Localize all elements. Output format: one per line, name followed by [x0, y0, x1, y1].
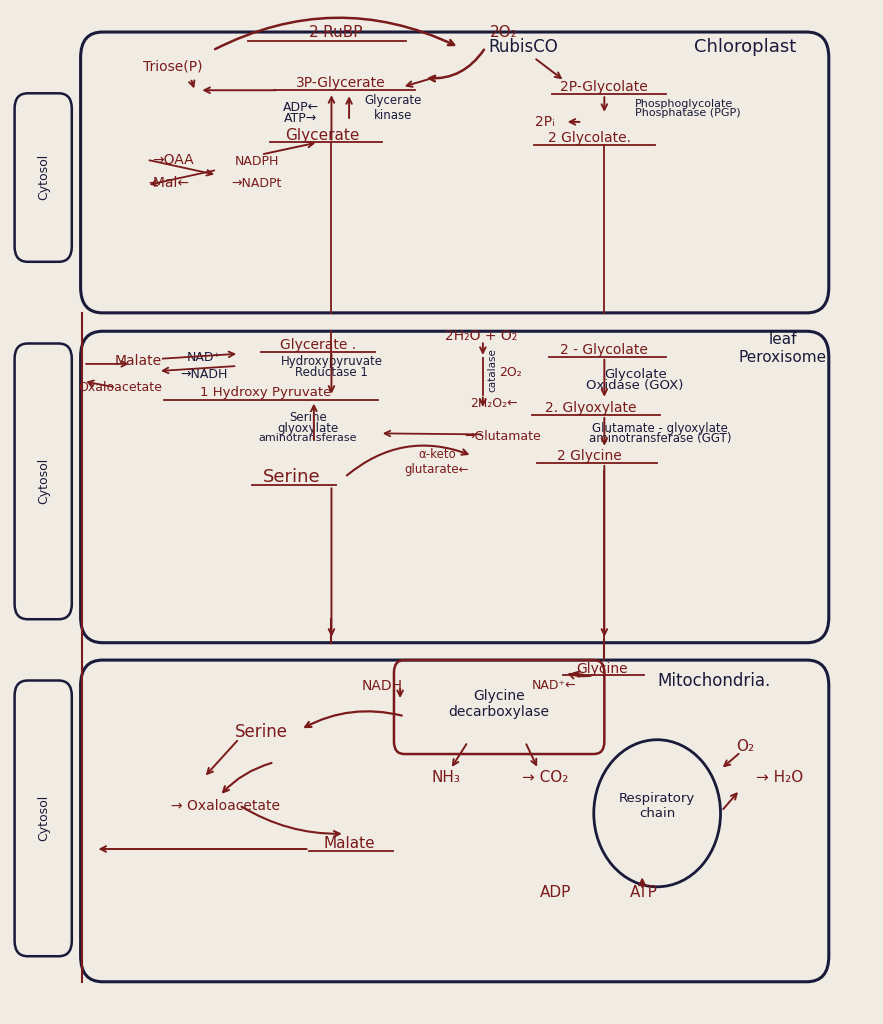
Text: 1 Hydroxy Pyruvate: 1 Hydroxy Pyruvate	[200, 386, 331, 399]
Text: 2-RuBP: 2-RuBP	[309, 25, 363, 40]
Text: ADP: ADP	[540, 886, 571, 900]
Text: Glycerate .: Glycerate .	[280, 338, 357, 351]
Text: Cytosol: Cytosol	[37, 796, 50, 842]
Text: 2H₂O₂←: 2H₂O₂←	[471, 397, 518, 411]
Text: Respiratory
chain: Respiratory chain	[619, 793, 695, 820]
Text: NADPH: NADPH	[235, 156, 279, 168]
Text: →OAA: →OAA	[152, 153, 194, 167]
Text: Oxaloacetate: Oxaloacetate	[79, 381, 162, 394]
Text: Phosphoglycolate: Phosphoglycolate	[635, 98, 734, 109]
Text: Glutamate - glyoxylate: Glutamate - glyoxylate	[592, 422, 728, 435]
Text: NAD⁺: NAD⁺	[187, 351, 221, 365]
Text: ADP←: ADP←	[283, 101, 319, 114]
Text: glyoxylate: glyoxylate	[277, 422, 338, 435]
Text: α-keto
glutarate←: α-keto glutarate←	[404, 447, 470, 476]
Text: Serine: Serine	[289, 411, 327, 424]
Text: Glycine: Glycine	[576, 663, 628, 676]
Text: → CO₂: → CO₂	[522, 770, 569, 785]
Text: → Oxaloacetate: → Oxaloacetate	[171, 799, 280, 813]
Text: NAD⁺←: NAD⁺←	[532, 679, 577, 692]
Text: ATP→: ATP→	[284, 113, 317, 125]
Text: NADH: NADH	[361, 679, 402, 692]
Text: NH₃: NH₃	[432, 770, 460, 785]
Text: ATP: ATP	[630, 886, 658, 900]
Text: →NADH: →NADH	[180, 368, 228, 381]
Text: Glycerate
kinase: Glycerate kinase	[365, 93, 422, 122]
Text: 2H₂O + O₂: 2H₂O + O₂	[445, 330, 517, 343]
Text: 2P-Glycolate: 2P-Glycolate	[561, 80, 648, 94]
Text: Oxidase (GOX): Oxidase (GOX)	[586, 379, 683, 392]
Text: RubisCO: RubisCO	[488, 38, 558, 56]
Text: 2. Glyoxylate: 2. Glyoxylate	[546, 400, 637, 415]
Text: catalase: catalase	[487, 348, 497, 392]
Text: Malate: Malate	[114, 354, 162, 368]
Text: 2 - Glycolate: 2 - Glycolate	[561, 343, 648, 356]
Text: Reductase 1: Reductase 1	[295, 366, 368, 379]
Text: Glycine
decarboxylase: Glycine decarboxylase	[449, 689, 549, 719]
Text: -Mal←: -Mal←	[148, 176, 189, 190]
Text: Serine: Serine	[235, 723, 288, 740]
Text: Cytosol: Cytosol	[37, 458, 50, 505]
Text: Glycerate: Glycerate	[285, 128, 360, 142]
Text: Serine: Serine	[263, 468, 321, 486]
Text: aminotransferase (GGT): aminotransferase (GGT)	[589, 432, 731, 445]
Text: Glycolate: Glycolate	[604, 368, 667, 381]
Text: Cytosol: Cytosol	[37, 154, 50, 200]
Text: Mitochondria.: Mitochondria.	[658, 672, 771, 689]
Text: Chloroplast: Chloroplast	[694, 38, 796, 56]
Text: O₂: O₂	[736, 739, 754, 755]
Text: aminotransferase: aminotransferase	[259, 433, 357, 443]
Text: 2Pᵢ: 2Pᵢ	[535, 115, 555, 129]
Text: Malate: Malate	[323, 837, 375, 851]
Text: Phosphatase (PGP): Phosphatase (PGP)	[635, 108, 741, 118]
Text: 3P-Glycerate: 3P-Glycerate	[296, 76, 385, 90]
Text: Triose(P): Triose(P)	[143, 59, 203, 74]
Text: →NADPt: →NADPt	[231, 177, 282, 189]
Text: →Glutamate: →Glutamate	[464, 430, 541, 443]
Text: → H₂O: → H₂O	[756, 770, 803, 785]
Text: 2O₂: 2O₂	[499, 366, 522, 379]
Text: leaf
Peroxisome: leaf Peroxisome	[739, 333, 827, 365]
Text: Hydroxypyruvate: Hydroxypyruvate	[281, 355, 382, 369]
Text: 2O₂: 2O₂	[490, 25, 517, 40]
Text: 2 Glycolate.: 2 Glycolate.	[547, 131, 630, 145]
Text: 2 Glycine: 2 Glycine	[557, 449, 622, 463]
